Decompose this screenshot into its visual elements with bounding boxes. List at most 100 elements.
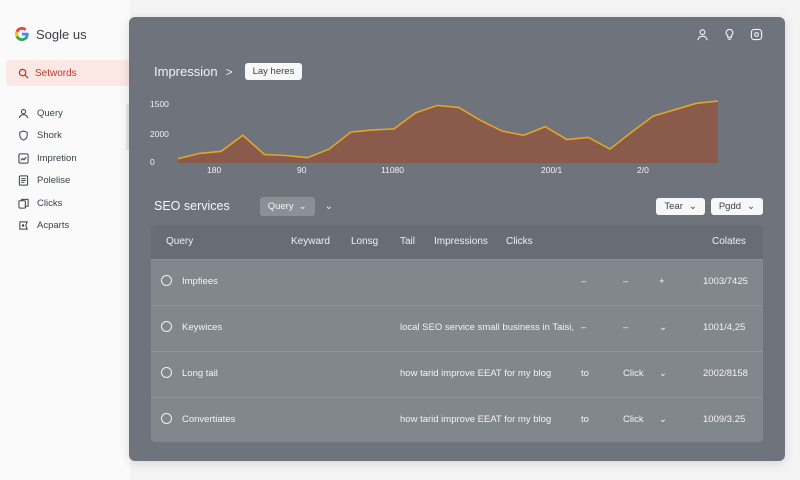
row-col-c[interactable]: ⌄ <box>659 368 667 379</box>
row-col-b[interactable]: Click <box>623 368 644 379</box>
row-name: Impfiees <box>182 276 218 287</box>
row-col-b[interactable]: – <box>623 322 629 333</box>
sidebar-item-polelise[interactable]: Polelise <box>18 170 77 193</box>
row-value: 1001/4,25 <box>703 322 746 333</box>
sidebar-item-label: Acparts <box>37 220 70 232</box>
impression-chart: 1500 2000 0 180 90 11080 200/1 2/0 <box>144 95 749 183</box>
data-table: Query Keyward Lonsg Tail Impressions Cli… <box>151 225 763 442</box>
document-icon <box>18 175 29 186</box>
chevron-down-icon[interactable]: ⌄ <box>324 200 333 212</box>
x-tick-label: 11080 <box>381 165 405 175</box>
sidebar-item-label: Setwords <box>35 67 77 79</box>
row-value: 1003/7425 <box>703 276 748 287</box>
sidebar-item-label: Query <box>37 107 63 119</box>
brand-name: Sogle us <box>36 26 87 42</box>
table-header: Query Keyward Lonsg Tail Impressions Cli… <box>151 225 763 259</box>
column-header[interactable]: Keyward <box>291 236 330 247</box>
brand[interactable]: Sogle us <box>14 26 87 42</box>
breadcrumb: Impression > Lay heres <box>154 63 303 80</box>
top-toolbar <box>696 28 763 41</box>
sidebar-scrollbar[interactable] <box>126 104 129 150</box>
pgdd-label: Pgdd <box>718 200 742 212</box>
breadcrumb-pill[interactable]: Lay heres <box>244 63 303 80</box>
x-tick-label: 2/0 <box>637 165 649 175</box>
row-keyword-text: local SEO service small business in Tais… <box>400 322 575 333</box>
row-keyword-text: how tarid improve EEAT for my blog <box>400 414 552 425</box>
row-radio[interactable] <box>161 413 172 424</box>
chart-line <box>177 100 719 160</box>
sidebar-item-clicks[interactable]: Clicks <box>18 192 77 215</box>
x-tick-label: 180 <box>207 165 222 175</box>
row-radio[interactable] <box>161 367 172 378</box>
row-col-b[interactable]: Click <box>623 414 644 425</box>
row-col-a: to <box>581 368 589 379</box>
sidebar-item-label: Impretion <box>37 152 77 164</box>
person-icon[interactable] <box>696 28 709 41</box>
column-header[interactable]: Query <box>166 236 194 247</box>
shield-icon <box>19 130 28 141</box>
section-header: SEO services Query ⌄ ⌄ Tear ⌄ Pgdd ⌄ <box>154 195 763 217</box>
chart-plot <box>177 100 719 163</box>
row-col-a: – <box>581 322 587 333</box>
bulb-icon[interactable] <box>723 28 736 41</box>
pgdd-dropdown[interactable]: Pgdd ⌄ <box>710 197 763 215</box>
chart-icon <box>18 153 29 164</box>
row-name: Keywices <box>182 322 223 333</box>
tear-dropdown[interactable]: Tear ⌄ <box>656 197 705 215</box>
chart-area <box>178 101 718 163</box>
query-dropdown[interactable]: Query ⌄ <box>259 196 315 216</box>
y-tick-label: 0 <box>150 157 155 167</box>
chevron-down-icon: ⌄ <box>298 200 307 212</box>
x-tick-label: 90 <box>297 165 307 175</box>
row-col-c[interactable]: + <box>659 276 665 287</box>
badge-icon <box>19 221 28 230</box>
sidebar-item-impretion[interactable]: Impretion <box>18 147 77 170</box>
filter-buttons: Tear ⌄ Pgdd ⌄ <box>656 197 763 215</box>
row-col-a: to <box>581 414 589 425</box>
table-row[interactable]: Long tail how tarid improve EEAT for my b… <box>151 351 763 396</box>
table-row[interactable]: Convertiates how tarid improve EEAT for m… <box>151 397 763 442</box>
main-panel: Impression > Lay heres 1500 2000 0 180 9… <box>129 17 785 461</box>
sidebar-item-label: Polelise <box>37 175 71 187</box>
chevron-down-icon: ⌄ <box>688 200 697 212</box>
row-radio[interactable] <box>161 275 172 286</box>
column-header[interactable]: Tail <box>400 236 416 247</box>
row-col-a: – <box>581 276 587 287</box>
y-tick-label: 2000 <box>150 129 169 139</box>
settings-icon[interactable] <box>750 28 763 41</box>
sidebar-item-query[interactable]: Query <box>18 102 77 125</box>
row-name: Convertiates <box>182 414 236 425</box>
column-header[interactable]: Lonsg <box>351 236 379 247</box>
y-tick-label: 1500 <box>150 99 169 109</box>
row-value: 1009/3.25 <box>703 414 746 425</box>
row-keyword-text: how tarid improve EEAT for my blog <box>400 368 552 379</box>
row-col-c[interactable]: ⌄ <box>659 322 667 333</box>
row-value: 2002/8158 <box>703 368 748 379</box>
row-radio[interactable] <box>161 321 172 332</box>
google-logo-icon <box>15 27 29 41</box>
sidebar-item-label: Clicks <box>37 197 63 209</box>
sidebar-item-active[interactable]: Setwords <box>6 60 130 86</box>
column-header[interactable]: Impressions <box>434 236 488 247</box>
tear-label: Tear <box>664 200 683 212</box>
row-name: Long tail <box>182 368 218 379</box>
row-col-c[interactable]: ⌄ <box>659 414 667 425</box>
copy-icon <box>18 198 29 209</box>
sidebar-item-label: Shork <box>37 130 62 142</box>
row-col-b[interactable]: – <box>623 276 629 287</box>
table-row[interactable]: Impfiees – – +1003/7425 <box>151 259 763 304</box>
section-title: SEO services <box>154 199 230 213</box>
search-icon <box>18 68 29 79</box>
sidebar-nav: Query Shork Impretion Polelise Clicks Ac… <box>18 102 77 237</box>
sidebar-item-shork[interactable]: Shork <box>18 125 77 148</box>
chevron-down-icon: ⌄ <box>747 200 755 212</box>
breadcrumb-separator: > <box>225 64 233 79</box>
sidebar: Sogle us Setwords Query Shork Impretion … <box>0 0 130 480</box>
page-title: Impression <box>154 64 218 79</box>
column-header[interactable]: Colates <box>712 236 746 247</box>
user-icon <box>18 108 29 118</box>
table-row[interactable]: Keywices local SEO service small business… <box>151 305 763 350</box>
column-header[interactable]: Clicks <box>506 236 533 247</box>
sidebar-item-acparts[interactable]: Acparts <box>18 215 77 238</box>
query-dropdown-label: Query <box>267 200 294 212</box>
